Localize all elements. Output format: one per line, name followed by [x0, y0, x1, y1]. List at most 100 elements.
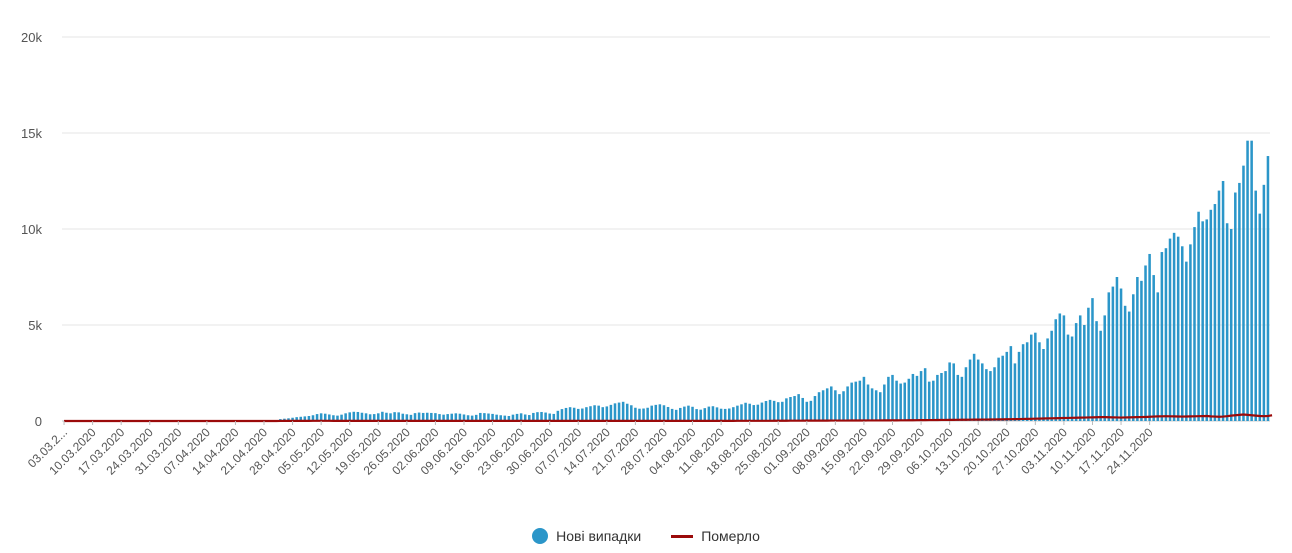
bar[interactable] — [385, 412, 388, 421]
bar[interactable] — [613, 403, 617, 421]
bar[interactable] — [817, 392, 821, 421]
bar[interactable] — [793, 396, 796, 421]
bar[interactable] — [1221, 181, 1225, 421]
bar[interactable] — [442, 414, 445, 421]
bar[interactable] — [1152, 275, 1155, 421]
bar[interactable] — [315, 414, 319, 421]
bar[interactable] — [307, 416, 311, 421]
bar[interactable] — [813, 396, 817, 421]
bar[interactable] — [491, 413, 494, 421]
bar[interactable] — [768, 399, 772, 421]
bar[interactable] — [1017, 351, 1021, 421]
bar[interactable] — [372, 414, 376, 421]
bar[interactable] — [887, 376, 890, 421]
bar[interactable] — [438, 414, 441, 421]
bar[interactable] — [1009, 346, 1013, 421]
bar[interactable] — [646, 407, 649, 421]
bar[interactable] — [544, 412, 547, 421]
bar[interactable] — [479, 412, 482, 421]
bar[interactable] — [511, 414, 515, 421]
bar[interactable] — [536, 412, 539, 421]
bar[interactable] — [948, 362, 951, 421]
bar[interactable] — [891, 374, 894, 421]
bar[interactable] — [911, 373, 915, 421]
bar[interactable] — [850, 382, 853, 421]
bar[interactable] — [1083, 325, 1086, 421]
bar[interactable] — [854, 381, 858, 421]
bar[interactable] — [1058, 313, 1062, 421]
bar[interactable] — [377, 413, 380, 421]
bar[interactable] — [585, 407, 588, 421]
bar[interactable] — [723, 408, 727, 421]
bar[interactable] — [417, 412, 421, 421]
bar[interactable] — [1091, 298, 1094, 421]
bar[interactable] — [683, 406, 686, 421]
bar[interactable] — [1042, 349, 1045, 421]
bar[interactable] — [1164, 248, 1168, 421]
bar[interactable] — [874, 390, 878, 421]
bar[interactable] — [328, 414, 331, 421]
bar[interactable] — [1250, 140, 1253, 421]
bar[interactable] — [940, 373, 943, 421]
bar[interactable] — [862, 376, 866, 421]
bar[interactable] — [564, 407, 568, 421]
bar[interactable] — [368, 414, 372, 421]
bar[interactable] — [1115, 277, 1119, 421]
bar[interactable] — [393, 412, 396, 421]
bar[interactable] — [295, 417, 298, 421]
bar[interactable] — [340, 414, 343, 421]
bar[interactable] — [470, 415, 474, 421]
bar[interactable] — [944, 371, 947, 421]
bar[interactable] — [670, 408, 674, 421]
bar[interactable] — [760, 402, 764, 421]
bar[interactable] — [1148, 253, 1151, 421]
bar[interactable] — [1217, 190, 1221, 421]
bar[interactable] — [1087, 307, 1090, 421]
bar[interactable] — [568, 407, 572, 421]
bar[interactable] — [1176, 236, 1180, 421]
bar[interactable] — [740, 404, 743, 421]
bar[interactable] — [446, 414, 449, 421]
bar[interactable] — [1034, 332, 1037, 421]
bar[interactable] — [1156, 292, 1160, 421]
bar[interactable] — [1005, 351, 1009, 421]
bar[interactable] — [617, 402, 621, 421]
bar[interactable] — [936, 374, 939, 421]
bar[interactable] — [348, 412, 351, 421]
bar[interactable] — [666, 406, 670, 421]
bar[interactable] — [507, 416, 511, 421]
bar[interactable] — [834, 390, 837, 421]
bar[interactable] — [756, 404, 760, 421]
bar[interactable] — [919, 371, 923, 421]
bar[interactable] — [776, 402, 780, 421]
bar[interactable] — [336, 415, 339, 421]
bar[interactable] — [625, 403, 629, 421]
bar[interactable] — [1246, 140, 1249, 421]
bar[interactable] — [299, 416, 303, 421]
bar[interactable] — [548, 413, 551, 421]
bar[interactable] — [752, 405, 756, 421]
bar[interactable] — [719, 408, 723, 421]
bar[interactable] — [1168, 238, 1172, 421]
bar[interactable] — [589, 406, 592, 421]
bar[interactable] — [858, 380, 862, 421]
bar[interactable] — [630, 405, 633, 421]
bar[interactable] — [638, 408, 641, 421]
bar[interactable] — [1262, 184, 1266, 421]
bar[interactable] — [540, 411, 543, 421]
bar[interactable] — [1136, 277, 1139, 421]
bar[interactable] — [430, 412, 433, 421]
bar[interactable] — [409, 414, 413, 421]
bar[interactable] — [801, 397, 804, 421]
bar[interactable] — [1095, 321, 1098, 421]
bar[interactable] — [997, 357, 1000, 421]
bar[interactable] — [744, 402, 747, 421]
bar[interactable] — [927, 381, 931, 421]
bar[interactable] — [311, 415, 315, 421]
bar[interactable] — [883, 384, 886, 421]
bar[interactable] — [989, 371, 992, 421]
bar[interactable] — [1185, 261, 1188, 421]
bar[interactable] — [687, 405, 690, 421]
bar[interactable] — [1234, 192, 1237, 421]
bar[interactable] — [952, 363, 955, 421]
